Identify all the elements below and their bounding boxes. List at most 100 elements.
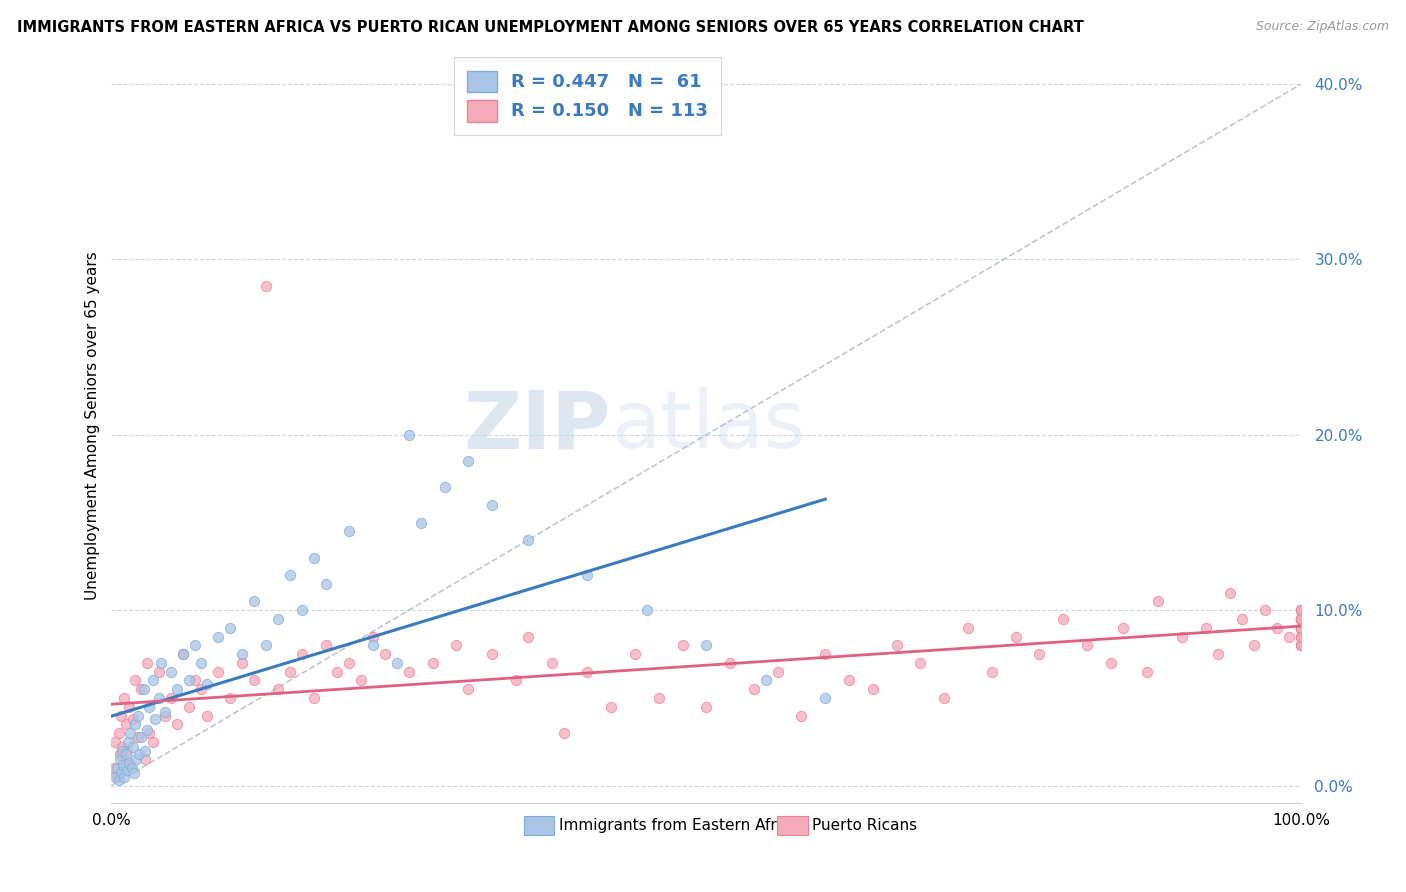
Point	[1004, 630, 1026, 644]
Point	[1289, 621, 1312, 635]
Point	[112, 757, 135, 772]
Text: IMMIGRANTS FROM EASTERN AFRICA VS PUERTO RICAN UNEMPLOYMENT AMONG SENIORS OVER 6: IMMIGRANTS FROM EASTERN AFRICA VS PUERTO…	[17, 20, 1084, 35]
Point	[1052, 612, 1074, 626]
Point	[481, 647, 503, 661]
Point	[361, 630, 384, 644]
Point	[1289, 612, 1312, 626]
Legend: R = 0.447   N =  61, R = 0.150   N = 113: R = 0.447 N = 61, R = 0.150 N = 113	[454, 57, 721, 135]
Point	[231, 656, 253, 670]
Point	[267, 612, 290, 626]
Point	[337, 524, 360, 539]
Point	[111, 740, 134, 755]
Point	[183, 638, 205, 652]
Point	[315, 638, 337, 652]
Point	[254, 278, 277, 293]
Point	[1289, 630, 1312, 644]
Point	[361, 638, 384, 652]
Point	[576, 568, 599, 582]
Point	[129, 682, 152, 697]
Point	[1099, 656, 1122, 670]
Point	[114, 747, 136, 761]
Point	[862, 682, 884, 697]
Point	[695, 699, 717, 714]
Point	[337, 656, 360, 670]
Point	[1243, 638, 1265, 652]
Point	[148, 690, 170, 705]
Point	[121, 740, 143, 755]
Point	[1289, 603, 1312, 617]
Point	[121, 761, 143, 775]
Point	[177, 673, 200, 688]
Point	[1289, 630, 1312, 644]
Point	[110, 708, 132, 723]
Point	[1289, 630, 1312, 644]
Point	[105, 761, 128, 775]
Point	[172, 647, 194, 661]
Point	[254, 638, 277, 652]
Point	[150, 656, 173, 670]
Point	[422, 656, 444, 670]
Point	[398, 427, 420, 442]
Point	[516, 630, 538, 644]
Point	[1289, 603, 1312, 617]
Point	[695, 638, 717, 652]
Point	[398, 665, 420, 679]
Point	[886, 638, 908, 652]
Point	[1289, 621, 1312, 635]
Text: Puerto Ricans: Puerto Ricans	[811, 818, 917, 833]
Point	[120, 726, 142, 740]
Point	[1289, 621, 1312, 635]
Text: ZIP: ZIP	[464, 387, 612, 465]
Point	[153, 708, 176, 723]
Point	[138, 699, 160, 714]
Point	[1289, 612, 1312, 626]
Point	[195, 708, 218, 723]
Point	[374, 647, 396, 661]
Point	[124, 717, 146, 731]
Point	[231, 647, 253, 661]
Point	[636, 603, 658, 617]
Point	[1289, 621, 1312, 635]
Point	[326, 665, 349, 679]
Point	[718, 656, 741, 670]
Point	[105, 770, 128, 784]
Point	[481, 498, 503, 512]
Point	[177, 699, 200, 714]
Point	[121, 712, 143, 726]
Point	[302, 690, 325, 705]
Point	[195, 677, 218, 691]
Point	[166, 682, 188, 697]
Point	[104, 770, 127, 784]
Point	[838, 673, 860, 688]
Text: Immigrants from Eastern Africa: Immigrants from Eastern Africa	[558, 818, 799, 833]
Point	[132, 682, 155, 697]
Point	[114, 717, 136, 731]
Point	[647, 690, 669, 705]
Point	[207, 630, 229, 644]
Point	[138, 726, 160, 740]
Point	[115, 743, 138, 757]
Point	[118, 699, 141, 714]
Y-axis label: Unemployment Among Seniors over 65 years: Unemployment Among Seniors over 65 years	[86, 252, 100, 600]
Point	[136, 656, 159, 670]
Point	[1289, 621, 1312, 635]
Point	[1289, 603, 1312, 617]
Point	[125, 752, 148, 766]
Point	[190, 682, 212, 697]
Point	[1289, 612, 1312, 626]
Text: Source: ZipAtlas.com: Source: ZipAtlas.com	[1256, 20, 1389, 33]
Point	[1289, 603, 1312, 617]
Point	[814, 690, 837, 705]
Point	[142, 735, 165, 749]
Point	[145, 712, 167, 726]
Point	[516, 533, 538, 547]
Point	[350, 673, 373, 688]
Point	[219, 621, 242, 635]
Point	[122, 766, 145, 780]
Point	[112, 752, 135, 766]
Point	[267, 682, 290, 697]
Point	[129, 730, 152, 744]
Point	[1289, 638, 1312, 652]
Point	[183, 673, 205, 688]
Point	[148, 665, 170, 679]
